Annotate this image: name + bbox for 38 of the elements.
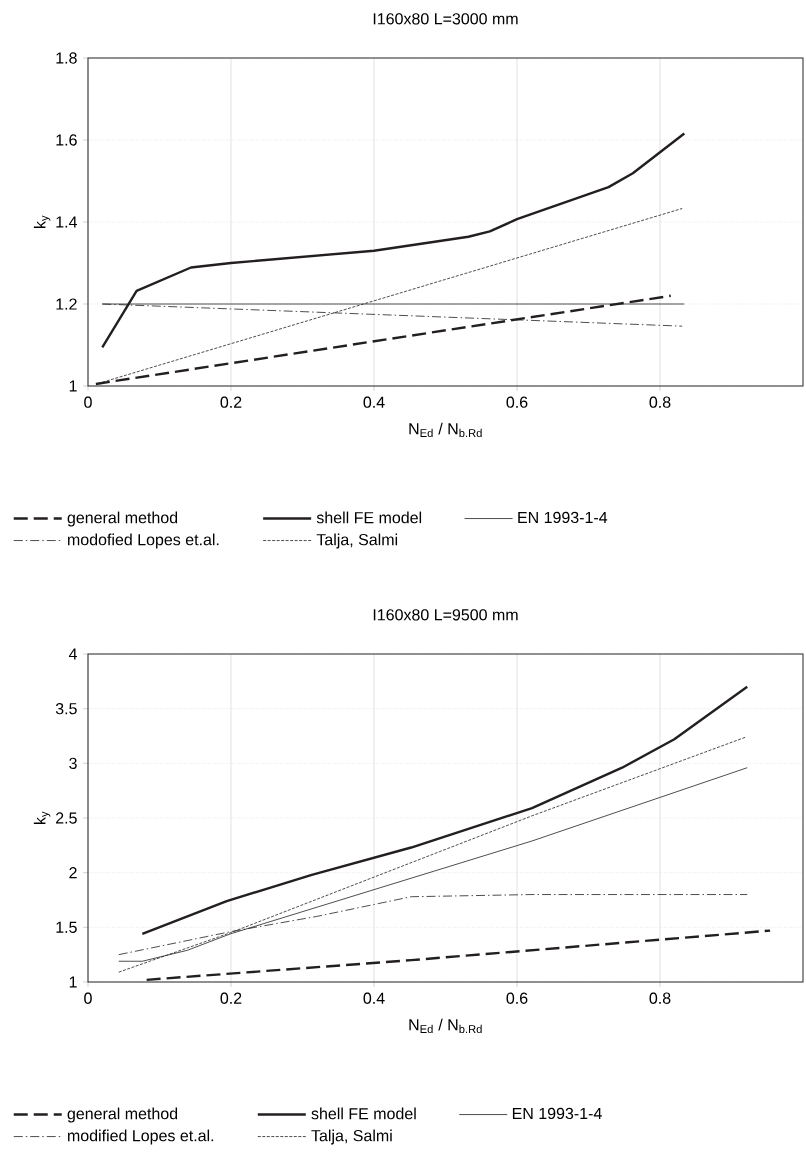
y-tick-label: 3.5 (55, 703, 77, 715)
legend-label: general method (67, 1107, 178, 1123)
legend-label: modofied Lopes et.al. (68, 533, 219, 549)
legend-label: shell FE model (311, 1107, 416, 1120)
legend-label: EN 1993-1-4 (518, 511, 608, 524)
y-tick-label: 2 (69, 867, 77, 879)
y-axis-title: k$_{y}$ (33, 215, 51, 228)
x-axis-title: N$_{Ed}$ / N$_{b.Rd}$ (409, 1018, 482, 1034)
legend-label: modified Lopes et.al. (68, 1129, 214, 1145)
x-tick-label: 0.6 (506, 992, 528, 1004)
y-tick-label: 1.2 (56, 298, 77, 310)
legend-label: EN 1993-1-4 (512, 1107, 602, 1120)
x-tick-label: 0 (84, 992, 92, 1004)
y-tick-label: 4 (68, 648, 77, 660)
legend-label: shell FE model (316, 511, 422, 524)
x-tick-label: 0.8 (649, 396, 671, 408)
x-tick-label: 0.2 (220, 396, 242, 408)
x-tick-label: 0.4 (363, 396, 385, 408)
y-axis-title: k$_{y}$ (33, 811, 51, 824)
chart-title: I160x80 L=9500 mm (373, 609, 518, 621)
chart-title: I160x80 L=3000 mm (373, 13, 518, 25)
y-tick-label: 3 (69, 757, 77, 770)
legend-label: general method (67, 511, 178, 527)
y-tick-label: 1.4 (56, 216, 77, 228)
x-tick-label: 0.2 (220, 992, 242, 1004)
y-tick-label: 1.5 (56, 921, 77, 933)
y-tick-label: 1.8 (56, 52, 77, 64)
x-tick-label: 0 (84, 396, 92, 408)
legend-label: Talja, Salmi (316, 533, 398, 549)
y-tick-label: 1.6 (56, 134, 77, 146)
x-tick-label: 0.6 (506, 396, 528, 408)
x-tick-label: 0.8 (649, 992, 671, 1004)
y-tick-label: 2.5 (56, 812, 77, 824)
x-tick-label: 0.4 (363, 992, 385, 1004)
x-axis-title: N$_{Ed}$ / N$_{b.Rd}$ (409, 422, 482, 438)
legend-label: Talja, Salmi (311, 1129, 392, 1145)
y-tick-label: 1 (69, 976, 77, 988)
y-tick-label: 1 (69, 380, 77, 392)
